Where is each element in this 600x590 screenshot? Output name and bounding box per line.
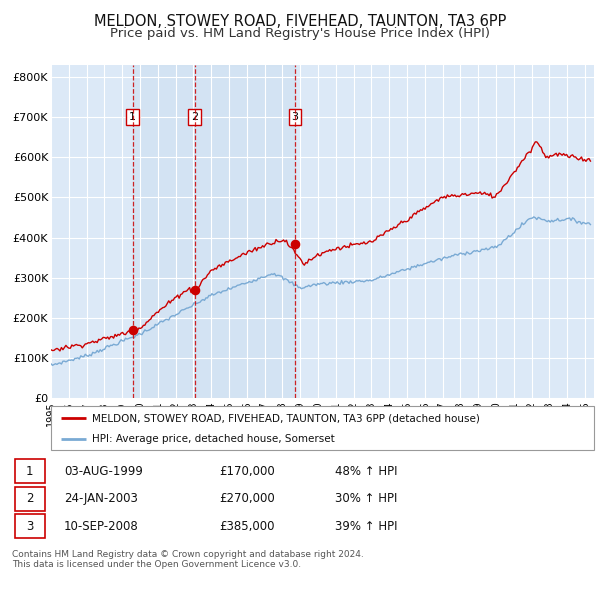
Text: 30% ↑ HPI: 30% ↑ HPI <box>335 492 397 505</box>
Text: 1: 1 <box>129 112 136 122</box>
Bar <box>133 65 295 398</box>
Point <box>190 285 199 294</box>
Text: 48% ↑ HPI: 48% ↑ HPI <box>335 465 397 478</box>
Text: £270,000: £270,000 <box>220 492 275 505</box>
Text: 24-JAN-2003: 24-JAN-2003 <box>64 492 138 505</box>
Text: 10-SEP-2008: 10-SEP-2008 <box>64 520 139 533</box>
Text: £170,000: £170,000 <box>220 465 275 478</box>
Text: Price paid vs. HM Land Registry's House Price Index (HPI): Price paid vs. HM Land Registry's House … <box>110 27 490 40</box>
Text: 3: 3 <box>26 520 34 533</box>
Point <box>290 239 300 248</box>
Text: £385,000: £385,000 <box>220 520 275 533</box>
Text: 2: 2 <box>26 492 34 505</box>
Text: MELDON, STOWEY ROAD, FIVEHEAD, TAUNTON, TA3 6PP: MELDON, STOWEY ROAD, FIVEHEAD, TAUNTON, … <box>94 14 506 29</box>
Text: 1: 1 <box>26 465 34 478</box>
FancyBboxPatch shape <box>15 487 45 511</box>
Point <box>128 325 137 335</box>
Text: 03-AUG-1999: 03-AUG-1999 <box>64 465 143 478</box>
Text: 2: 2 <box>191 112 198 122</box>
Text: 3: 3 <box>292 112 298 122</box>
FancyBboxPatch shape <box>15 514 45 538</box>
FancyBboxPatch shape <box>15 460 45 483</box>
Text: Contains HM Land Registry data © Crown copyright and database right 2024.
This d: Contains HM Land Registry data © Crown c… <box>12 550 364 569</box>
Text: 39% ↑ HPI: 39% ↑ HPI <box>335 520 397 533</box>
Text: MELDON, STOWEY ROAD, FIVEHEAD, TAUNTON, TA3 6PP (detached house): MELDON, STOWEY ROAD, FIVEHEAD, TAUNTON, … <box>92 414 479 423</box>
Text: HPI: Average price, detached house, Somerset: HPI: Average price, detached house, Some… <box>92 434 334 444</box>
